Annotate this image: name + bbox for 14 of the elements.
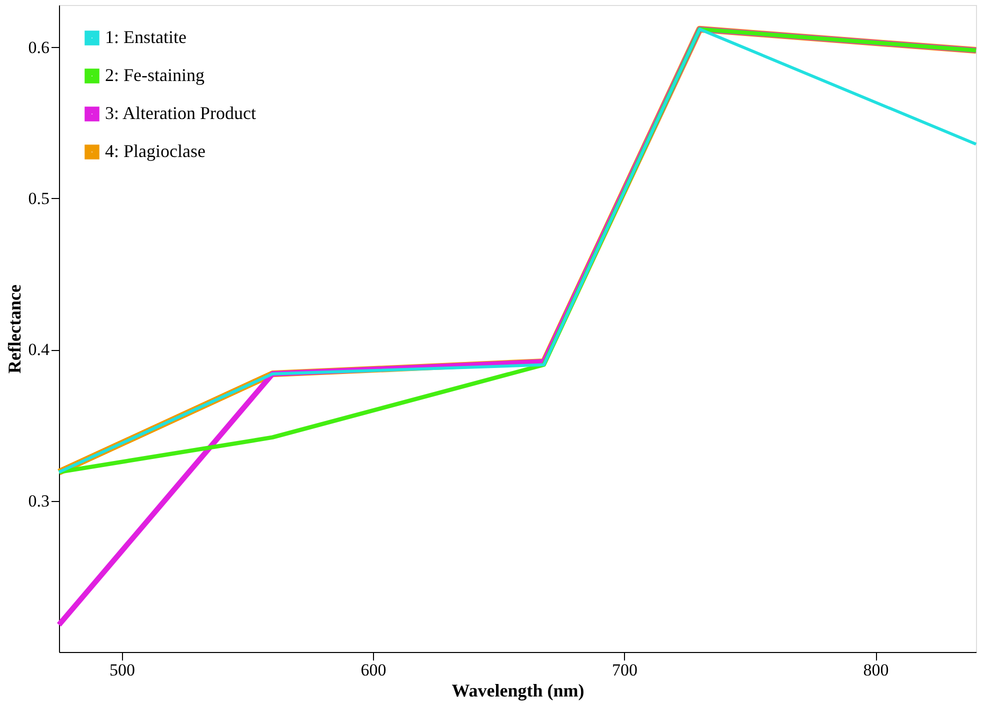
y-tick-label: 0.3 <box>28 491 50 510</box>
y-tick-label: 0.5 <box>28 188 50 208</box>
legend-label: 1: Enstatite <box>105 27 186 47</box>
x-tick-label: 800 <box>863 660 889 680</box>
x-tick-label: 600 <box>360 660 386 680</box>
x-axis-title: Wavelength (nm) <box>452 680 584 700</box>
legend-label: 4: Plagioclase <box>105 141 206 161</box>
x-tick-label: 700 <box>612 660 638 680</box>
x-tick-label: 500 <box>110 660 136 680</box>
y-tick-label: 0.6 <box>28 38 50 57</box>
y-tick-label: 0.4 <box>28 340 50 360</box>
legend-label: 3: Alteration Product <box>105 103 256 123</box>
y-axis-title: Reflectance <box>4 284 24 374</box>
legend-label: 2: Fe-staining <box>105 65 204 85</box>
